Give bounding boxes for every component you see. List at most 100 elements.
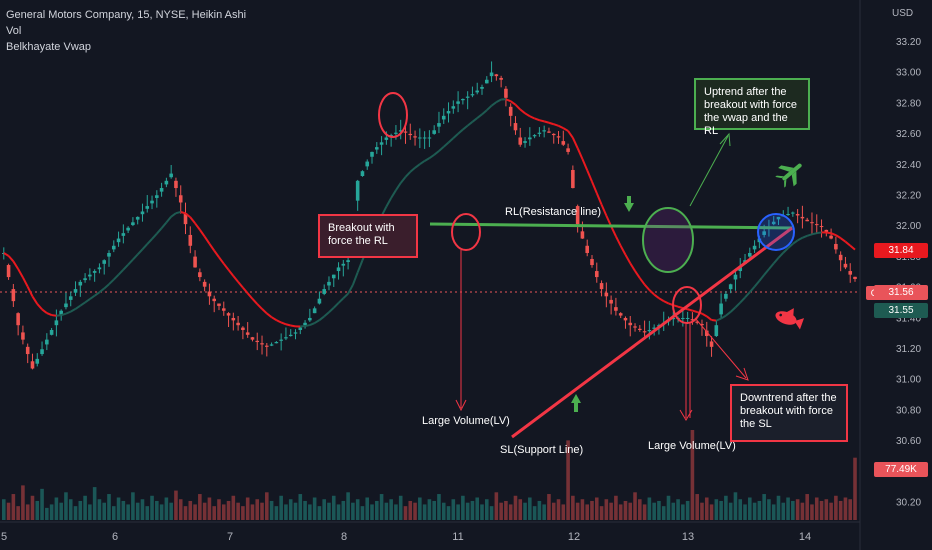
vwap-segment — [753, 280, 761, 288]
vwap-segment — [108, 278, 115, 285]
vwap-segment — [266, 312, 273, 318]
candle-body — [102, 260, 107, 264]
candle-body — [331, 274, 336, 279]
vwap-segment — [318, 315, 325, 321]
candle-body — [68, 296, 73, 300]
vwap-segment — [280, 321, 287, 326]
candle-body — [561, 141, 566, 145]
vwap-segment — [165, 215, 172, 224]
candle-body — [446, 111, 451, 114]
volume-bar — [68, 499, 73, 520]
vwap-segment — [457, 128, 464, 135]
vwap-segment — [634, 270, 641, 279]
volume-bar — [489, 506, 494, 520]
vwap-segment — [132, 253, 139, 261]
volume-bar — [212, 506, 216, 520]
vwap-segment — [60, 312, 67, 317]
candle-body — [226, 313, 231, 316]
vwap-segment — [46, 312, 53, 316]
volume-bar — [456, 504, 460, 520]
candle-body — [819, 226, 824, 228]
vwap-segment — [787, 243, 794, 249]
vwap-segment — [571, 137, 579, 149]
candle-body — [599, 283, 604, 290]
vwap-segment — [328, 307, 335, 314]
support-line — [511, 226, 793, 439]
vwap-segment — [404, 171, 411, 178]
candle-body — [724, 293, 728, 299]
volume-bar — [437, 494, 441, 520]
volume-bar — [188, 500, 193, 520]
vwap-segment — [539, 119, 545, 123]
volume-bar — [814, 497, 819, 520]
candle-body — [265, 345, 269, 347]
candle-body — [489, 72, 494, 77]
volume-bar — [676, 499, 680, 520]
vwap-segment — [687, 308, 693, 312]
candle-body — [21, 332, 25, 340]
vwap-segment — [428, 153, 435, 159]
candle-body — [78, 281, 83, 286]
volume-bar — [752, 502, 757, 520]
vwap-segment — [510, 100, 517, 106]
vwap-segment — [256, 303, 263, 310]
volume-bar — [217, 499, 221, 520]
volume-bar — [508, 504, 513, 520]
volume-indicator-label[interactable]: Vol — [6, 25, 22, 37]
vwap-segment — [117, 268, 125, 276]
downtrend-box: Downtrend after the breakout with force … — [730, 384, 848, 442]
vwap-segment — [347, 284, 354, 295]
time-tick-label: 7 — [227, 531, 233, 543]
vwap-segment — [529, 115, 536, 120]
candle-body — [814, 224, 819, 226]
vwap-segment — [36, 303, 43, 311]
volume-bar — [762, 494, 766, 520]
time-axis[interactable]: 5 6 7 8 11 12 13 14 — [1, 531, 811, 543]
volume-bar — [16, 506, 20, 520]
volume-bar — [111, 506, 116, 520]
vwap-segment — [275, 319, 282, 324]
vwap-segment — [136, 248, 144, 256]
vwap-segment — [41, 308, 48, 314]
volume-bar — [394, 504, 398, 520]
vwap-segment — [811, 232, 817, 236]
candle-body — [791, 212, 795, 214]
candle-body — [671, 317, 676, 320]
vwap-segment — [471, 117, 478, 123]
volume-bar — [11, 494, 16, 520]
vwap-segment — [342, 292, 349, 299]
volume-bar — [193, 504, 197, 520]
candle-body — [365, 161, 370, 167]
uptrend-box: Uptrend after the breakout with force th… — [694, 78, 810, 137]
price-tick-label: 32.80 — [896, 98, 921, 109]
volume-bar — [819, 500, 824, 520]
volume-bar — [609, 502, 613, 520]
price-tick-label: 32.20 — [896, 191, 921, 202]
candle-body — [384, 137, 389, 140]
vwap-segment — [12, 260, 19, 270]
vwap-segment — [261, 308, 268, 315]
volume-bar — [848, 499, 853, 520]
vwap-segment — [390, 189, 397, 199]
candle-body — [193, 256, 197, 268]
volume-bar — [614, 495, 618, 520]
volume-arrowhead-right — [679, 409, 693, 421]
volume-bar — [413, 502, 417, 520]
volume-bar — [288, 499, 293, 520]
candle-body — [513, 123, 518, 131]
vwap-segment — [7, 255, 15, 262]
candle-body — [92, 271, 97, 273]
volume-bar — [681, 504, 685, 520]
candle-body — [422, 137, 427, 139]
vwap-indicator-label[interactable]: Belkhayate Vwap — [6, 41, 91, 53]
volume-bar — [748, 497, 752, 520]
candle-body — [824, 229, 829, 233]
vwap-segment — [729, 306, 737, 313]
volume-bar — [542, 504, 546, 520]
time-tick-label: 12 — [568, 531, 580, 543]
volume-bar — [274, 506, 279, 520]
candle-body — [795, 214, 800, 216]
vwap-segment — [218, 256, 225, 265]
vwap-segment — [323, 311, 330, 318]
vwap-segment — [419, 160, 426, 165]
